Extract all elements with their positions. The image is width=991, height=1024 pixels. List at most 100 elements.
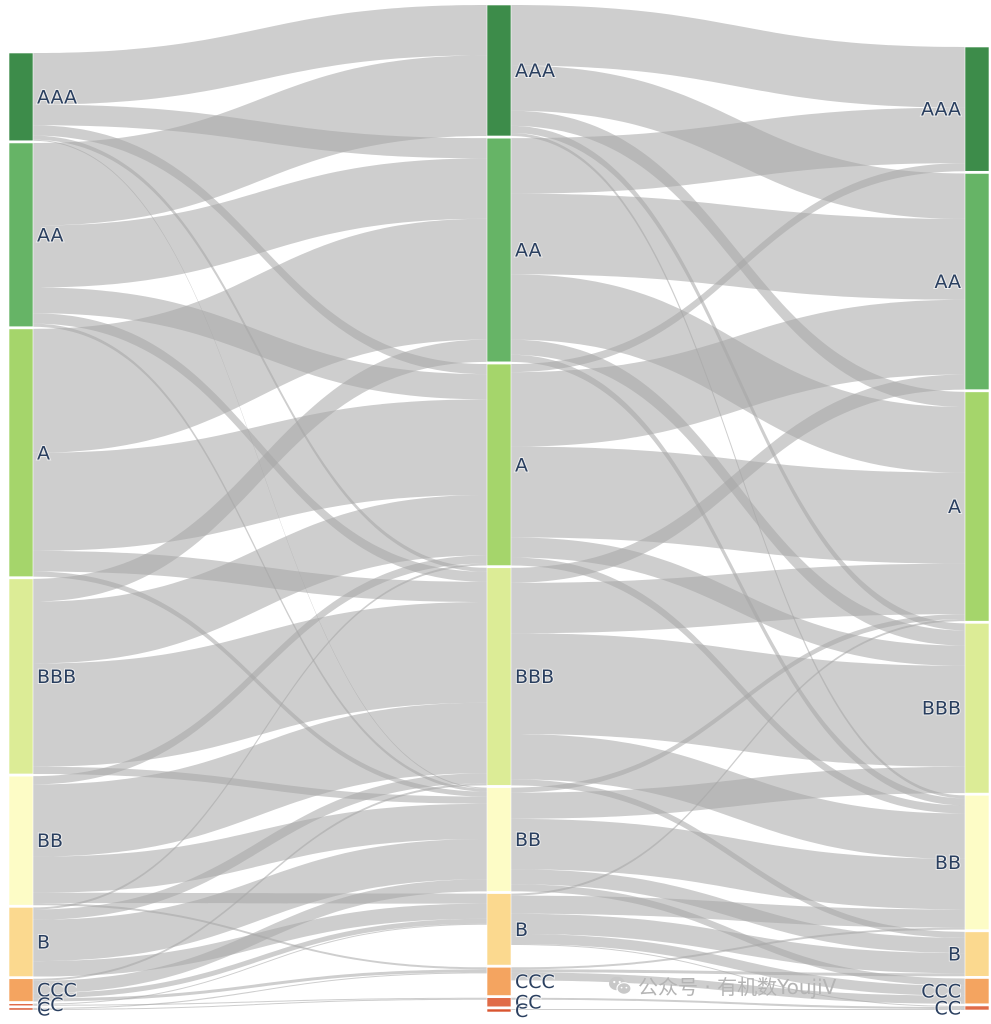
sankey-node-cc[interactable]	[964, 1005, 990, 1011]
sankey-node-label: A	[948, 496, 961, 518]
sankey-node-bbb[interactable]	[8, 578, 34, 775]
sankey-node-label: BB	[37, 830, 63, 852]
sankey-link	[511, 1008, 965, 1010]
sankey-link	[511, 446, 965, 564]
sankey-link	[511, 766, 965, 819]
sankey-node-label: BB	[515, 829, 541, 851]
sankey-link	[33, 555, 487, 785]
sankey-node-label: A	[515, 454, 528, 476]
sankey-nodes	[8, 4, 990, 1013]
sankey-node-ccc[interactable]	[8, 978, 34, 1002]
sankey-link	[511, 5, 965, 108]
sankey-link	[33, 773, 487, 920]
sankey-node-aaa[interactable]	[8, 52, 34, 142]
sankey-node-bbb[interactable]	[964, 623, 990, 794]
sankey-node-a[interactable]	[964, 391, 990, 622]
sankey-link	[33, 5, 487, 105]
sankey-link	[33, 602, 487, 767]
sankey-node-label: BBB	[37, 666, 76, 688]
sankey-link	[511, 193, 965, 300]
sankey-link	[33, 838, 487, 962]
sankey-link	[33, 218, 487, 453]
watermark-text: 公众号 · 有机数YoujiV	[638, 975, 837, 999]
sankey-node-c[interactable]	[486, 1008, 512, 1013]
sankey-node-label: AA	[934, 271, 961, 293]
sankey-node-label: B	[948, 944, 961, 966]
sankey-link	[511, 163, 965, 373]
sankey-node-label: CCC	[37, 980, 77, 1002]
sankey-node-label: CCC	[515, 971, 555, 993]
sankey-link	[33, 158, 487, 288]
sankey-node-c[interactable]	[8, 1007, 34, 1011]
sankey-node-cc[interactable]	[8, 1003, 34, 1007]
sankey-node-label: CC	[37, 994, 64, 1016]
sankey-link	[33, 783, 487, 981]
sankey-link	[511, 619, 965, 896]
sankey-link	[511, 895, 965, 928]
sankey-node-label: B	[37, 931, 50, 953]
sankey-node-bb[interactable]	[964, 794, 990, 930]
sankey-link	[511, 107, 965, 194]
sankey-node-label: AA	[515, 240, 542, 262]
sankey-link	[33, 918, 487, 999]
sankey-node-b[interactable]	[486, 893, 512, 966]
sankey-node-label: AAA	[515, 60, 555, 82]
sankey-link	[33, 55, 487, 226]
sankey-node-cc[interactable]	[486, 997, 512, 1008]
sankey-node-label: B	[515, 919, 528, 941]
sankey-link	[511, 633, 965, 767]
sankey-node-label: C	[37, 998, 50, 1020]
sankey-node-label: BBB	[922, 698, 961, 720]
sankey-link	[511, 972, 965, 1004]
sankey-link	[511, 563, 965, 634]
sankey-node-aaa[interactable]	[964, 46, 990, 172]
sankey-link	[33, 879, 487, 994]
sankey-link	[511, 933, 965, 996]
sankey-node-a[interactable]	[486, 363, 512, 566]
sankey-link	[511, 943, 965, 1007]
sankey-node-label: BBB	[515, 666, 554, 688]
sankey-link	[511, 614, 965, 793]
sankey-node-aaa[interactable]	[486, 4, 512, 137]
sankey-node-aa[interactable]	[964, 173, 990, 390]
sankey-link	[511, 818, 965, 910]
sankey-node-bb[interactable]	[486, 787, 512, 892]
sankey-node-aa[interactable]	[486, 137, 512, 363]
sankey-link	[511, 913, 965, 974]
sankey-link	[33, 563, 487, 910]
sankey-link	[511, 997, 965, 1009]
sankey-link	[511, 969, 965, 977]
sankey-link	[33, 997, 487, 1006]
watermark: 公众号 · 有机数YoujiV	[608, 971, 836, 1000]
sankey-node-b[interactable]	[964, 931, 990, 977]
sankey-node-label: C	[515, 1000, 528, 1022]
sankey-link	[33, 702, 487, 857]
wechat-icon	[609, 976, 632, 995]
sankey-link	[511, 927, 965, 970]
sankey-link	[33, 495, 487, 664]
sankey-link	[33, 972, 487, 1009]
sankey-link	[511, 299, 965, 447]
sankey-node-ccc[interactable]	[964, 978, 990, 1005]
sankey-node-label: A	[37, 442, 50, 464]
sankey-node-label: AAA	[921, 99, 961, 121]
sankey-node-b[interactable]	[8, 907, 34, 977]
sankey-node-bb[interactable]	[8, 775, 34, 906]
sankey-node-ccc[interactable]	[486, 966, 512, 996]
sankey-node-aa[interactable]	[8, 142, 34, 327]
sankey-link	[33, 923, 487, 1005]
sankey-node-a[interactable]	[8, 328, 34, 577]
sankey-link	[33, 998, 487, 1010]
sankey-link	[33, 969, 487, 1002]
sankey-links	[33, 5, 965, 1010]
sankey-node-label: CC	[934, 997, 961, 1019]
sankey-node-bbb[interactable]	[486, 567, 512, 786]
sankey-link	[33, 339, 487, 602]
sankey-link	[511, 374, 965, 583]
sankey-node-label: CC	[515, 992, 542, 1014]
sankey-node-label: AAA	[37, 86, 77, 108]
sankey-node-label: BB	[935, 852, 961, 874]
sankey-node-label: AA	[37, 224, 64, 246]
sankey-node-label: CCC	[921, 981, 961, 1003]
sankey-labels: AAAAAABBBBBBCCCCCCAAAAAABBBBBBCCCCCCAAAA…	[36, 59, 962, 1023]
